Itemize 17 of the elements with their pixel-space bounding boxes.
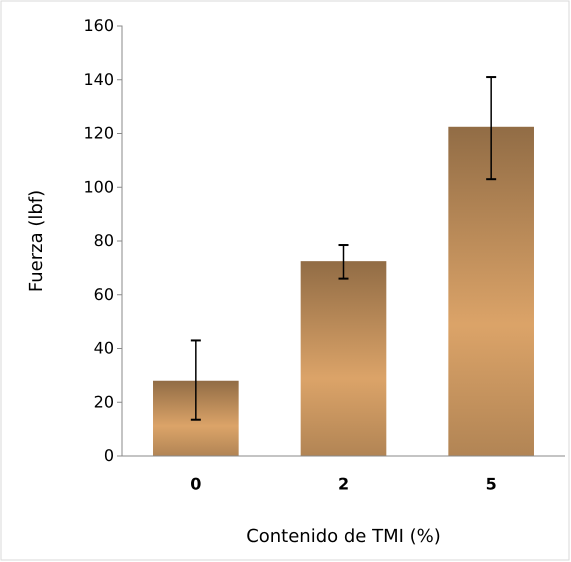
y-tick-label: 120 xyxy=(83,124,114,143)
y-tick-label: 100 xyxy=(83,177,114,196)
x-axis-title: Contenido de TMI (%) xyxy=(246,526,441,547)
y-tick-label: 160 xyxy=(83,16,114,36)
y-tick-label: 80 xyxy=(94,231,114,250)
y-tick-label: 40 xyxy=(94,338,114,358)
y-tick-label: 20 xyxy=(94,392,114,412)
y-tick-label: 140 xyxy=(83,70,114,89)
bar xyxy=(300,261,386,456)
bar xyxy=(153,380,239,456)
y-tick-label: 60 xyxy=(94,284,114,304)
y-tick-label: 0 xyxy=(104,446,114,466)
x-tick-label: 0 xyxy=(190,474,202,494)
y-axis-title: Fuerza (lbf) xyxy=(26,190,47,292)
bar xyxy=(448,126,534,456)
x-tick-label: 2 xyxy=(338,474,350,494)
x-tick-label: 5 xyxy=(486,474,497,494)
